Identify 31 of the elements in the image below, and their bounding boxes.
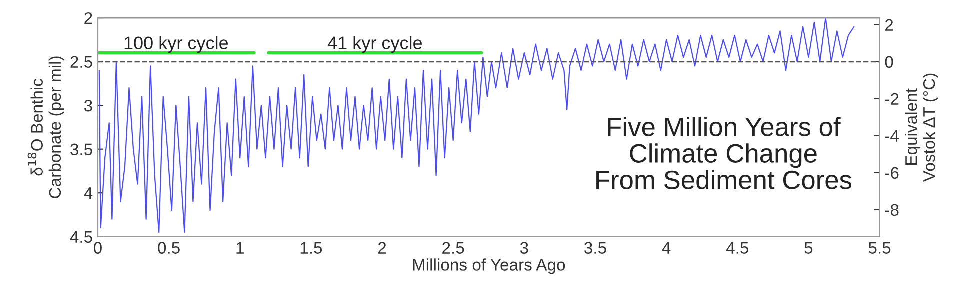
x-axis-title: Millions of Years Ago (413, 258, 566, 274)
y2-tick-label: -8 (885, 204, 899, 216)
y-tick-label: 3 (84, 100, 92, 112)
annotation: 41 kyr cycle (328, 36, 422, 54)
x-tick-label: 2 (378, 242, 386, 254)
x-tick-label: 3.5 (584, 242, 606, 254)
y2-tick-label: 2 (885, 19, 894, 31)
x-tick-label: 1 (236, 242, 244, 254)
y-tick-label: 4 (84, 188, 93, 200)
y-tick-label: 2 (84, 12, 92, 24)
annotation: 100 kyr cycle (124, 36, 228, 54)
x-tick-label: 0.5 (158, 242, 180, 254)
y2-tick-label: -2 (885, 93, 899, 105)
y-tick-label: 4.5 (70, 231, 92, 244)
annotation: Five Million Years of Climate Change From Sediment Cores (596, 117, 852, 190)
y2-tick-label: 0 (885, 56, 894, 68)
x-tick-label: 2.5 (442, 242, 464, 254)
y-tick-label: 3.5 (70, 144, 92, 156)
x-tick-label: 5.5 (868, 242, 891, 254)
line-series (98, 18, 855, 234)
y-tick-label: 2.5 (70, 56, 92, 68)
x-tick-label: 3 (520, 242, 528, 254)
x-tick-label: 4 (662, 242, 671, 254)
x-tick-label: 0 (94, 242, 102, 254)
x-tick-label: 4.5 (726, 242, 749, 254)
y2-tick-label: -4 (885, 130, 899, 142)
y2-axis-title: Equivalent Vostok ΔT (°C) (905, 74, 939, 182)
x-tick-label: 5 (804, 242, 813, 254)
y2-tick-label: -6 (885, 167, 899, 180)
y-axis-title: δ$^{18}$O Benthic Carbonate (per mil) (28, 56, 64, 198)
x-tick-label: 1.5 (300, 242, 322, 254)
